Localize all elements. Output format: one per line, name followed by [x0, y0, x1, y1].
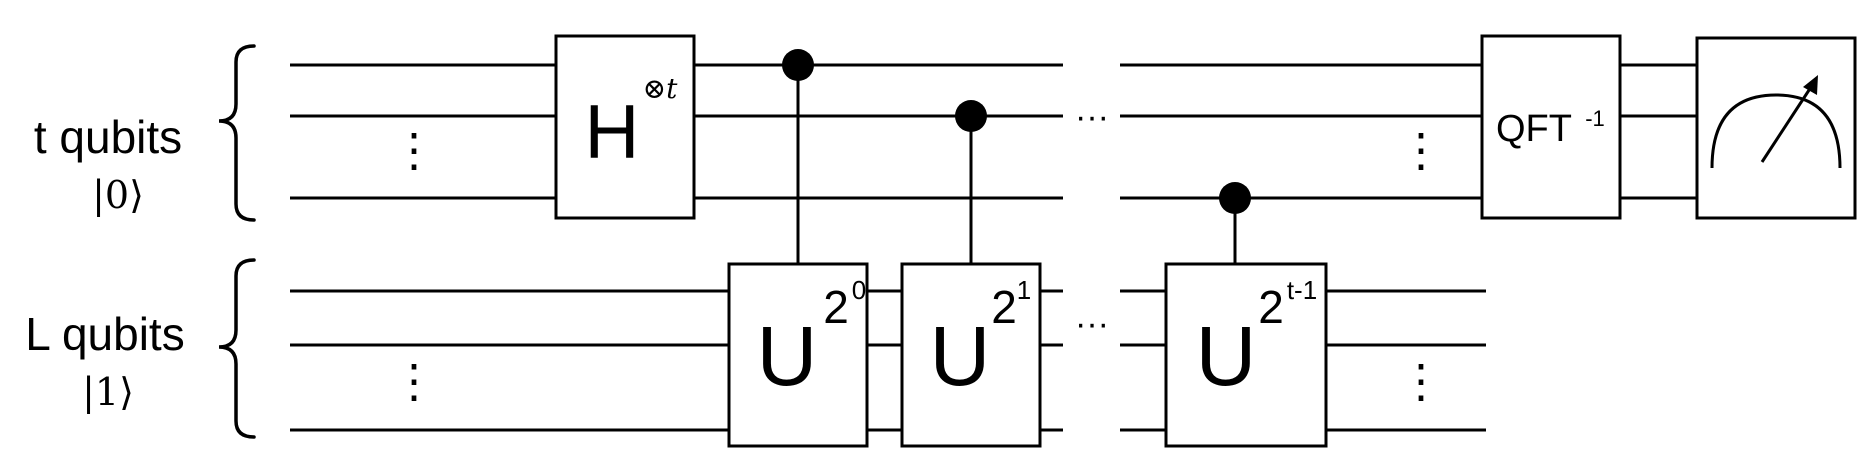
qft-gate-label: QFT — [1496, 108, 1572, 150]
top-left-vertical-ellipsis: ⋮ — [391, 124, 437, 176]
u0-gate-exponent: 0 — [852, 275, 866, 305]
meter-box — [1695, 36, 1857, 220]
controlled-u-gate-1: U 2 1 — [900, 262, 1042, 448]
meter-needle — [1760, 83, 1815, 163]
hadamard-gate-superscript: ⊗t — [643, 72, 678, 105]
hadamard-gate: H ⊗t — [554, 34, 696, 220]
u1-gate-exponent: 1 — [1017, 275, 1031, 305]
ut-gate-label: U — [1196, 309, 1257, 403]
bottom-register-label: L qubits — [25, 308, 184, 360]
top-horizontal-ellipsis: ··· — [1075, 98, 1109, 136]
controlled-u-gate-t-minus-1: U 2 t-1 — [1164, 262, 1328, 448]
control-dot-u1 — [955, 100, 987, 132]
top-register-state: |0⟩ — [92, 173, 144, 217]
measurement-meter — [1695, 36, 1857, 220]
hadamard-gate-label: H — [585, 90, 640, 175]
u1-gate-exponent-base: 2 — [991, 281, 1017, 333]
ut-gate-exponent: t-1 — [1287, 275, 1317, 305]
bottom-left-vertical-ellipsis: ⋮ — [391, 355, 437, 407]
ut-gate-exponent-base: 2 — [1258, 281, 1284, 333]
controlled-u-gate-0: U 2 0 — [727, 262, 869, 448]
inverse-qft-gate: QFT -1 — [1480, 34, 1622, 220]
controls — [796, 65, 1237, 264]
u1-gate-label: U — [930, 309, 991, 403]
bottom-horizontal-ellipsis: ··· — [1075, 305, 1109, 343]
bottom-register-state: |1⟩ — [82, 370, 134, 414]
top-register-brace — [218, 44, 256, 222]
control-dot-u0 — [782, 49, 814, 81]
control-dot-ut — [1219, 182, 1251, 214]
u0-gate-exponent-base: 2 — [823, 281, 849, 333]
u0-gate-label: U — [757, 309, 818, 403]
qft-gate-superscript: -1 — [1585, 106, 1605, 131]
bottom-right-vertical-ellipsis: ⋮ — [1398, 355, 1444, 407]
meter-needle-arrowhead — [1803, 75, 1818, 95]
meter-icon — [1710, 93, 1842, 169]
top-register-label: t qubits — [34, 111, 182, 163]
top-right-vertical-ellipsis: ⋮ — [1398, 124, 1444, 176]
bottom-register-brace — [218, 258, 256, 439]
